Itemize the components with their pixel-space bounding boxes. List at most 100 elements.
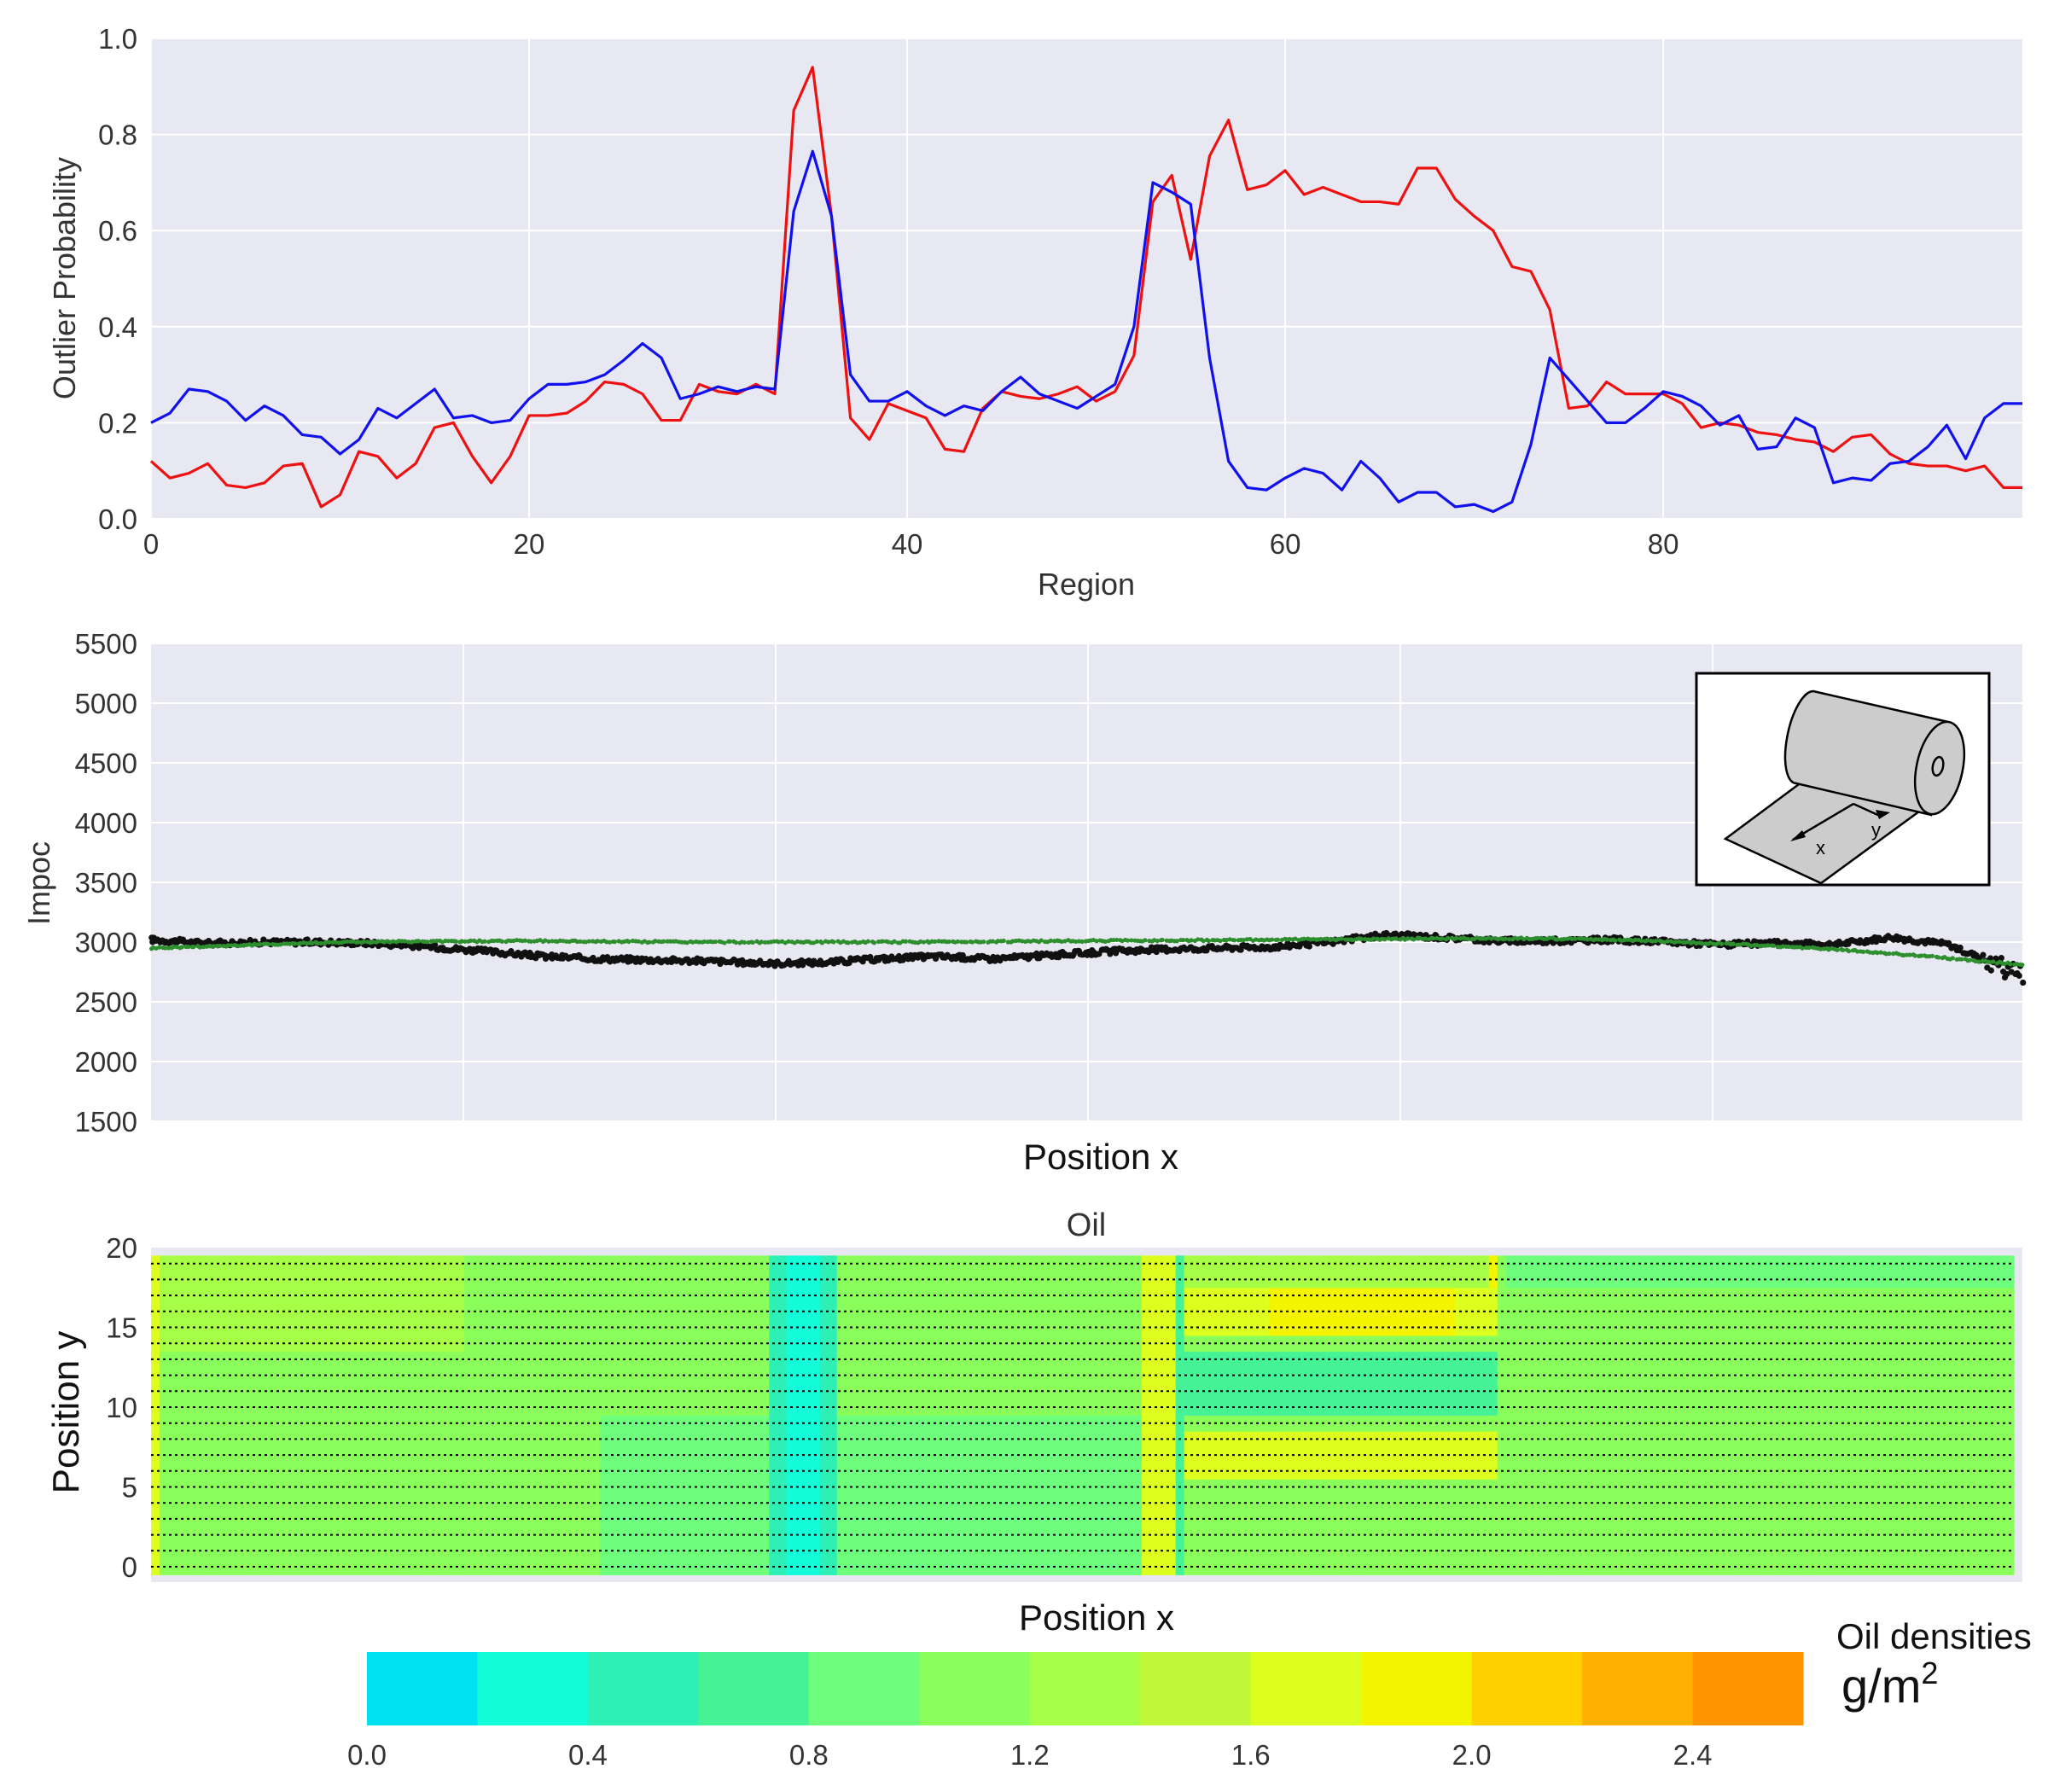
heatmap-cell — [370, 1542, 381, 1560]
heatmap-cell — [193, 1463, 203, 1480]
heatmap-cell — [1810, 1510, 1820, 1527]
heatmap-cell — [1514, 1446, 1524, 1464]
heatmap-cell — [489, 1335, 499, 1353]
heatmap-cell — [819, 1479, 829, 1496]
heatmap-cell — [676, 1463, 685, 1480]
heatmap-cell — [286, 1479, 296, 1496]
heatmap-cell — [329, 1542, 338, 1560]
x-tick-label: 80 — [1648, 528, 1679, 560]
heatmap-cell — [803, 1542, 812, 1560]
heatmap-cell — [599, 1494, 609, 1512]
heatmap-cell — [1777, 1527, 1786, 1544]
heatmap-cell — [1954, 1558, 1964, 1575]
scatter-point — [453, 939, 459, 944]
heatmap-cell — [1853, 1527, 1862, 1544]
heatmap-cell — [743, 1494, 753, 1512]
heatmap-cell — [1911, 1542, 1922, 1560]
heatmap-cell — [1006, 1510, 1015, 1527]
heatmap-cell — [743, 1367, 753, 1384]
heatmap-cells — [151, 1255, 2015, 1575]
scatter-point — [826, 940, 831, 945]
heatmap-cell — [1895, 1558, 1905, 1575]
heatmap-cell — [1574, 1542, 1583, 1560]
heatmap-cell — [1412, 1510, 1423, 1527]
heatmap-cell — [515, 1494, 525, 1512]
heatmap-cell — [1412, 1446, 1423, 1464]
heatmap-cell — [532, 1446, 542, 1464]
heatmap-cell — [430, 1558, 439, 1575]
heatmap-cell — [354, 1446, 364, 1464]
scatter-point — [1878, 950, 1883, 955]
heatmap-cell — [370, 1494, 381, 1512]
heatmap-cell — [210, 1479, 219, 1496]
heatmap-cell — [896, 1479, 905, 1496]
heatmap-cell — [743, 1382, 753, 1400]
heatmap-cell — [1387, 1510, 1397, 1527]
heatmap-cell — [1717, 1351, 1727, 1368]
heatmap-cell — [718, 1527, 728, 1544]
heatmap-cell — [1911, 1494, 1922, 1512]
heatmap-cell — [311, 1542, 322, 1560]
series-line-1 — [150, 149, 2022, 514]
scatter-point — [282, 941, 287, 946]
heatmap-cell — [1023, 1510, 1033, 1527]
scatter-point — [1363, 936, 1368, 942]
x-axis-label-2: Position x — [1023, 1137, 1178, 1177]
heatmap-cell — [760, 1463, 770, 1480]
scatter-point — [733, 940, 739, 945]
heatmap-cell — [1853, 1542, 1862, 1560]
heatmap-cell — [1751, 1463, 1760, 1480]
y-tick-label: 4500 — [75, 748, 137, 779]
heatmap-cell — [151, 1558, 160, 1575]
heatmap-cell — [430, 1463, 439, 1480]
heatmap-cell — [921, 1510, 931, 1527]
heatmap-cell — [938, 1463, 948, 1480]
heatmap-cell — [1285, 1542, 1295, 1560]
scatter-point — [1991, 959, 1996, 964]
heatmap-cell — [1895, 1494, 1905, 1512]
heatmap-cell — [413, 1494, 423, 1512]
scatter-point — [750, 940, 755, 945]
heatmap-cell — [693, 1558, 702, 1575]
heatmap-cell — [1717, 1399, 1727, 1416]
heatmap-cell — [456, 1463, 465, 1480]
heatmap-cell — [701, 1479, 711, 1496]
heatmap-cell — [532, 1494, 542, 1512]
heatmap-cell — [396, 1446, 406, 1464]
heatmap-cell — [1201, 1446, 1210, 1464]
heatmap-cell — [515, 1527, 525, 1544]
heatmap-cell — [151, 1494, 160, 1512]
heatmap-cell — [1997, 1558, 2006, 1575]
scatter-point — [1189, 938, 1194, 943]
heatmap-cell — [574, 1479, 584, 1496]
heatmap-cell — [329, 1494, 338, 1512]
heatmap-cell — [1615, 1510, 1626, 1527]
heatmap-cell — [1158, 1542, 1168, 1560]
heatmap-cell — [1285, 1527, 1295, 1544]
heatmap-cell — [1404, 1542, 1414, 1560]
heatmap-cell — [1158, 1510, 1168, 1527]
heatmap-cell — [777, 1446, 787, 1464]
heatmap-cell — [236, 1510, 245, 1527]
heatmap-cell — [294, 1542, 305, 1560]
heatmap-cell — [1531, 1510, 1540, 1527]
heatmap-cell — [946, 1558, 957, 1575]
heatmap-cell — [1590, 1463, 1600, 1480]
heatmap-cell — [676, 1494, 685, 1512]
heatmap-cell — [836, 1479, 847, 1496]
heatmap-cell — [1971, 1510, 1981, 1527]
heatmap-cell — [1039, 1446, 1050, 1464]
scatter-point — [330, 940, 335, 945]
scatter-point — [1339, 936, 1344, 941]
heatmap-cell — [1125, 1494, 1134, 1512]
scatter-point — [1907, 952, 1912, 957]
heatmap-cell — [1260, 1558, 1270, 1575]
heatmap-cell — [1099, 1527, 1108, 1544]
heatmap-cell — [1878, 1463, 1888, 1480]
heatmap-cell — [1514, 1431, 1524, 1448]
scatter-point — [1103, 939, 1108, 944]
heatmap-cell — [439, 1446, 448, 1464]
heatmap-cell — [1929, 1351, 1939, 1368]
heatmap-cell — [1675, 1510, 1684, 1527]
heatmap-cell — [540, 1558, 550, 1575]
